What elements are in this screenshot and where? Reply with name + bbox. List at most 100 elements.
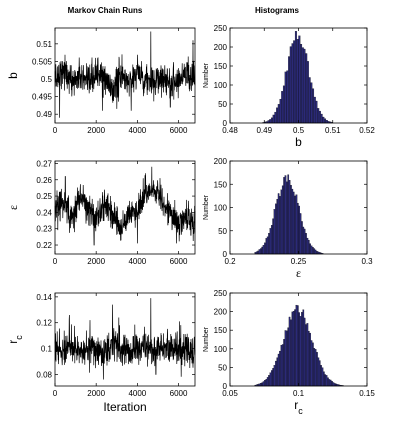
x-tick-label: 0 [53,257,58,266]
y-tick-label: 50 [218,100,227,109]
y-tick-label: 0.12 [36,319,52,328]
histogram-bar [287,327,290,387]
histogram-bar [276,357,279,387]
histogram-bar [317,357,320,387]
histogram-bar [325,120,328,124]
histogram-bar [299,316,302,387]
histogram-bar [301,312,303,387]
histogram-bar [295,194,298,255]
y-tick-label: 100 [214,345,228,354]
tick-group: 0.2 0.25 0.3 0 50 100 150 200 [214,157,373,266]
x-tick-label: 2000 [87,257,105,266]
histogram-bar [273,209,276,255]
histogram-bar [297,202,299,255]
histogram-bar [303,317,306,387]
histogram-bar [261,382,264,387]
histogram-bar [329,379,332,387]
histogram-bar [300,44,303,124]
histogram-bar [264,242,266,255]
histogram-bar [280,344,283,387]
panel-0: 0 2000 4000 6000 0.49 0.495 0.5 0.505 0.51 b [6,27,196,135]
histogram-bar [312,342,314,387]
histogram-bar [281,344,284,387]
x-tick-label: 0.2 [224,257,236,266]
x-tick-label: 0.25 [291,257,307,266]
histogram-bar [268,233,270,255]
histogram-bar [306,323,309,387]
histogram-bar [289,46,292,124]
histogram-bar [260,248,262,255]
tick-group: 0 2000 4000 6000 0.22 0.23 0.24 0.25 0.26 0.27 [36,159,195,266]
histogram-bar [307,330,310,387]
histogram-bar [314,349,317,387]
histogram-bar [298,205,300,255]
histogram-bar [302,309,305,387]
histogram-bar [298,312,300,387]
histogram-bar [284,71,287,124]
y-tick-label: 0.24 [36,208,52,217]
histogram-bar [287,174,290,255]
panel-1: 0.48 0.49 0.5 0.51 0.52 0 50 100 150 200 250 Number… [203,24,375,149]
histogram-bar [288,316,291,387]
histogram-bar [284,175,287,255]
x-axis-label: Iteration [103,400,146,414]
trace-line [54,166,196,246]
histogram-bar [306,61,309,124]
histogram-bar [275,360,277,387]
histogram-bar [296,39,299,124]
histogram-bar [310,340,313,387]
histogram-bar [288,56,291,124]
histogram-bar [294,31,297,124]
histogram-bar [272,218,274,255]
histogram-bar [279,98,282,124]
histogram-bar [292,191,295,255]
histogram-bar [266,377,269,387]
left-column-title: Markov Chain Runs [68,6,143,15]
y-tick-label: 150 [214,326,228,335]
histogram-bar [273,365,276,387]
y-axis-label: b [6,72,20,79]
x-tick-label: 6000 [170,126,188,135]
y-tick-label: 0.51 [36,40,52,49]
y-tick-label: 0.25 [36,192,52,201]
histogram-bar [260,383,262,387]
y-axis-label-main: r [6,340,20,344]
y-tick-label: 0.08 [36,370,52,379]
histogram-bar [292,310,295,387]
y-tick-label: 100 [214,81,228,90]
x-tick-label: 6000 [170,389,188,398]
histogram-bar [279,196,281,255]
x-axis-label-main: r [294,398,298,412]
histogram-bar [277,193,280,255]
panel-3: 0.2 0.25 0.3 0 50 100 150 200 Number ε [203,157,373,280]
panel-5: 0.05 0.1 0.15 0 50 100 150 200 250 Number rc [203,289,375,416]
histogram-bar [324,374,327,387]
histogram-bar [290,185,292,255]
x-tick-label: 0.48 [222,126,238,135]
y-axis-label: rc [6,335,24,344]
histogram-bar [293,40,296,124]
y-tick-label: 0.22 [36,241,52,250]
x-tick-label: 4000 [128,389,146,398]
histogram-bar [282,85,285,124]
histogram-bar [332,382,335,387]
histogram-bar [280,189,283,255]
y-axis-label: Number [203,194,210,220]
histogram-bar [315,100,318,124]
histogram-bar [286,330,288,387]
histogram-bar [269,119,272,124]
histogram-bar [313,348,316,387]
histogram-bar [318,360,321,387]
y-tick-label: 0.495 [32,93,53,102]
histogram-bar [314,249,317,255]
histogram-bar [295,304,298,387]
y-tick-label: 0.1 [41,345,53,354]
x-axis-label: rc [294,398,303,416]
x-axis-label-sub: c [298,406,303,416]
histogram-bar [302,226,305,255]
y-tick-label: 50 [218,363,227,372]
histogram-bar [277,104,280,124]
y-tick-label: 150 [214,62,228,71]
y-tick-label: 0.23 [36,225,52,234]
y-tick-label: 0.5 [41,75,53,84]
